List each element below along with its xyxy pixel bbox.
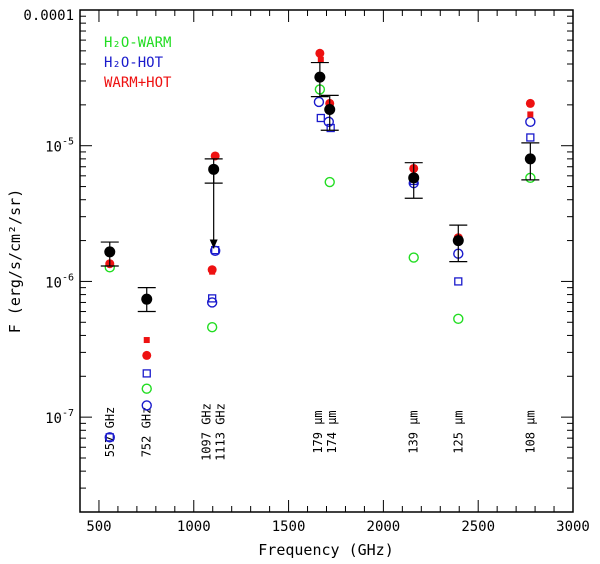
line-label: 1113 GHz bbox=[214, 403, 228, 461]
data-point bbox=[525, 98, 535, 108]
data-point bbox=[208, 294, 217, 303]
data-point bbox=[326, 123, 335, 133]
y-tick-label: 0.0001 bbox=[23, 8, 74, 24]
data-point bbox=[452, 235, 464, 247]
data-point bbox=[104, 432, 115, 443]
data-point bbox=[408, 252, 419, 263]
data-point bbox=[316, 113, 325, 123]
data-point bbox=[141, 293, 153, 305]
arrow-head bbox=[209, 239, 218, 249]
line-label: 174 μm bbox=[325, 410, 339, 453]
x-axis-label: Frequency (GHz) bbox=[258, 541, 393, 559]
line-label: 752 GHz bbox=[140, 407, 154, 458]
data-point bbox=[324, 176, 335, 188]
data-point bbox=[453, 313, 464, 325]
line-label: 125 μm bbox=[451, 410, 465, 453]
line-label: 108 μm bbox=[523, 410, 537, 453]
data-point bbox=[408, 172, 420, 184]
data-point bbox=[454, 277, 463, 286]
x-tick-label: 2500 bbox=[461, 519, 495, 535]
x-tick-label: 2000 bbox=[367, 519, 401, 535]
data-point bbox=[324, 103, 336, 115]
data-point bbox=[141, 383, 152, 394]
data-point bbox=[141, 400, 152, 411]
y-tick-label: 10-6 bbox=[45, 272, 74, 291]
data-point bbox=[524, 153, 536, 165]
y-tick-label: 10-5 bbox=[45, 137, 74, 156]
x-tick-label: 1500 bbox=[272, 519, 306, 535]
data-point bbox=[206, 321, 218, 333]
line-label: 1097 GHz bbox=[200, 403, 214, 461]
data-point bbox=[105, 433, 114, 442]
data-markers bbox=[100, 48, 540, 443]
data-point bbox=[313, 96, 325, 108]
data-point bbox=[323, 116, 334, 128]
y-tick-label: 10-7 bbox=[45, 408, 74, 427]
x-tick-label: 1000 bbox=[177, 519, 211, 535]
data-point bbox=[315, 48, 325, 58]
legend-entry: H₂O-HOT bbox=[104, 55, 164, 71]
axis-ticks bbox=[79, 10, 574, 513]
line-label: 179 μm bbox=[311, 410, 325, 453]
data-point bbox=[527, 111, 534, 118]
legend-entry: H₂O-WARM bbox=[104, 35, 171, 51]
data-point bbox=[142, 369, 151, 378]
data-point bbox=[317, 56, 324, 63]
data-point bbox=[211, 246, 220, 255]
legend-entry: WARM+HOT bbox=[104, 75, 172, 91]
data-point bbox=[206, 297, 218, 308]
data-point bbox=[210, 151, 220, 161]
line-label: 139 μm bbox=[407, 410, 421, 453]
data-point bbox=[314, 71, 326, 83]
data-point bbox=[142, 350, 152, 360]
axis-tick-labels: 500 1000 1500 2000 2500 3000 10-7 10-6 10-5 0.000… bbox=[23, 8, 589, 535]
data-point bbox=[526, 133, 535, 142]
y-axis-label: F (erg/s/cm²/sr) bbox=[6, 189, 24, 334]
line-label: 557 GHz bbox=[103, 407, 117, 458]
data-point bbox=[104, 246, 116, 258]
legend: H₂O-WARM H₂O-HOT WARM+HOT bbox=[104, 35, 172, 91]
line-labels: 557 GHz 752 GHz 1097 GHz 1113 GHz 179 μm 174 … bbox=[103, 403, 538, 461]
data-point bbox=[209, 268, 216, 275]
x-tick-label: 500 bbox=[86, 519, 111, 535]
x-tick-label: 3000 bbox=[556, 519, 590, 535]
data-point bbox=[525, 116, 536, 128]
data-point bbox=[143, 337, 150, 344]
